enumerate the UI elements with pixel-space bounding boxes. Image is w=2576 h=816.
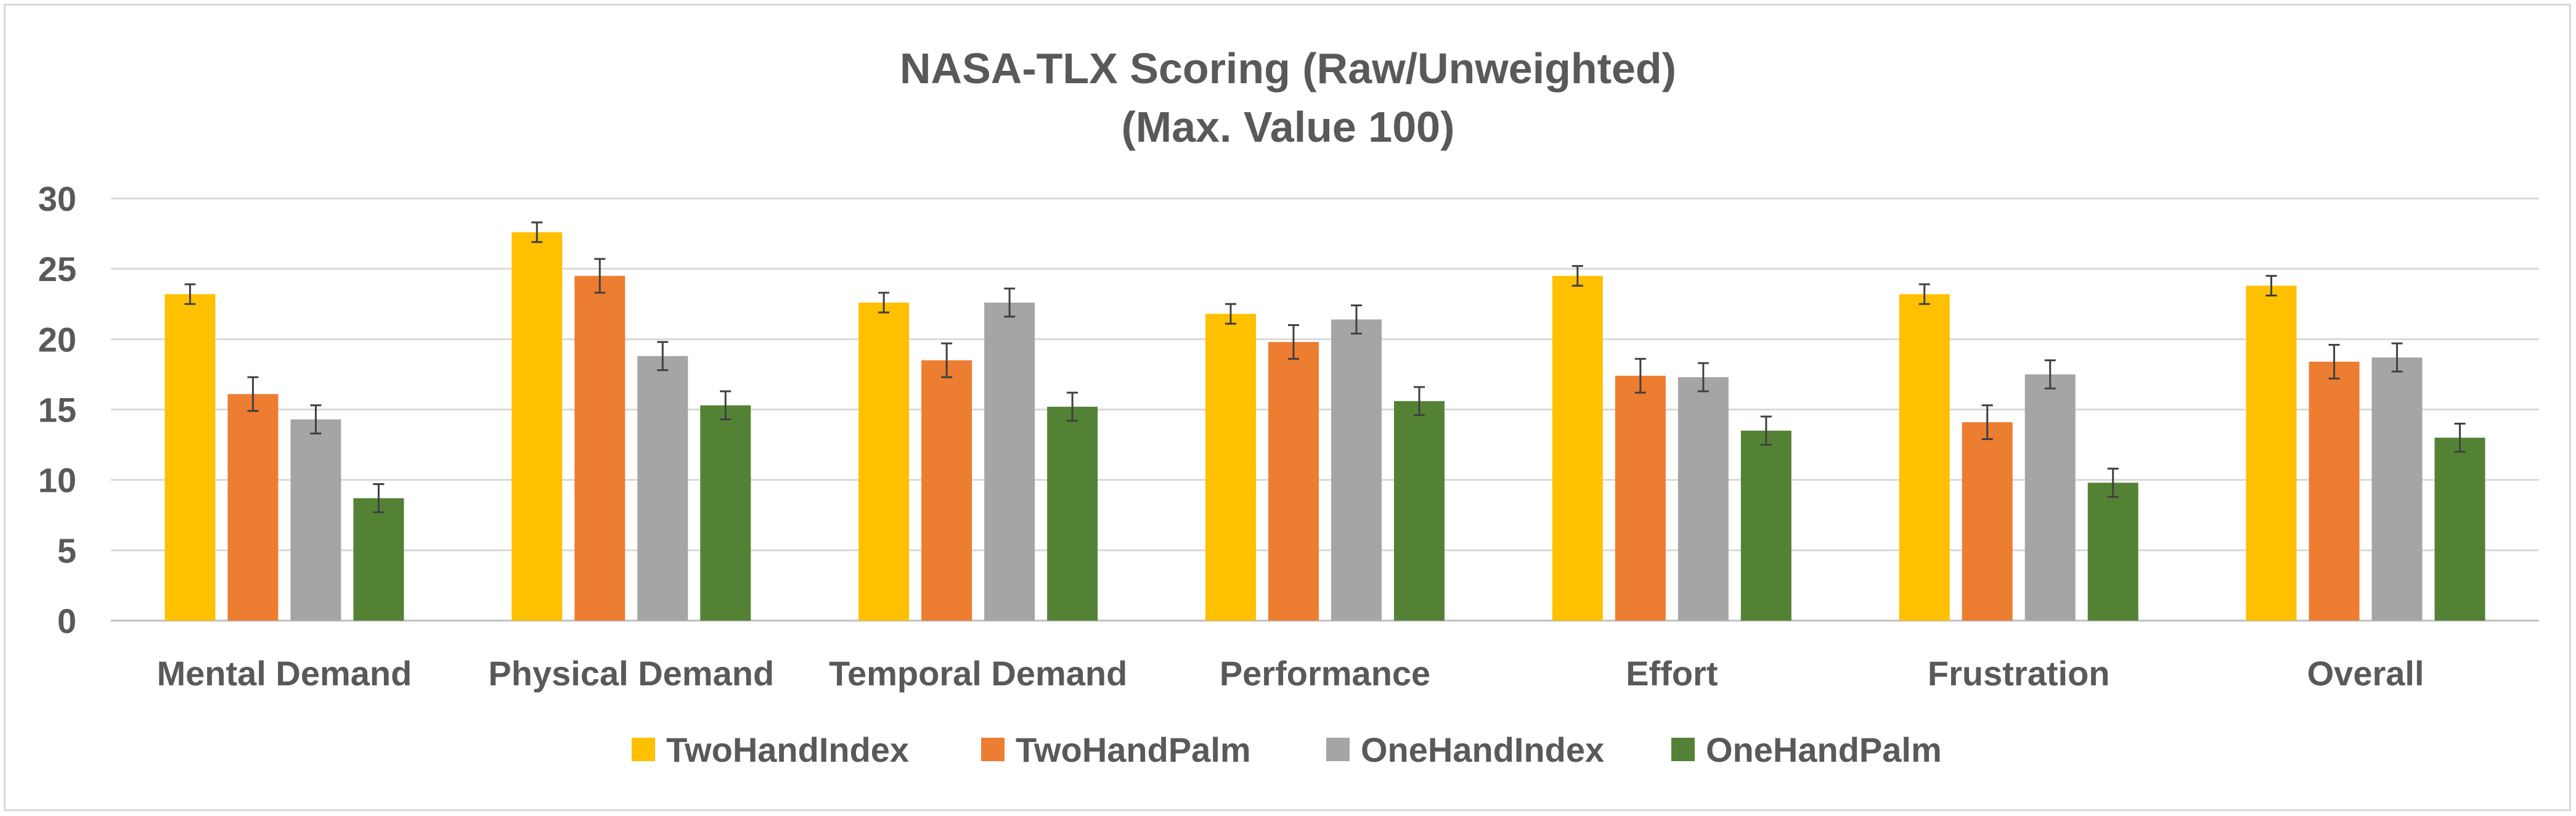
legend-swatch <box>1326 738 1350 761</box>
bar-OneHandPalm-3 <box>1394 401 1445 621</box>
x-category-label: Overall <box>2307 654 2424 693</box>
error-bar-OneHandPalm-0 <box>373 483 385 513</box>
x-category-label: Physical Demand <box>488 654 774 693</box>
bar-TwoHandPalm-1 <box>574 275 626 621</box>
x-category-label: Effort <box>1626 654 1718 693</box>
bar-TwoHandPalm-5 <box>1962 422 2013 621</box>
bar-OneHandPalm-5 <box>2087 483 2138 621</box>
legend-swatch <box>1671 738 1695 761</box>
chart-title: NASA-TLX Scoring (Raw/Unweighted) (Max. … <box>900 44 1676 151</box>
bar-TwoHandIndex-1 <box>512 232 563 621</box>
error-bar-TwoHandIndex-6 <box>2265 275 2277 297</box>
error-bar-OneHandPalm-6 <box>2454 422 2466 453</box>
x-axis: Mental Demand Physical Demand Temporal Dem… <box>157 654 2424 693</box>
chart-title-line-1: NASA-TLX Scoring (Raw/Unweighted) <box>900 44 1676 92</box>
error-bar-TwoHandIndex-4 <box>1571 265 1583 287</box>
error-bar-OneHandPalm-1 <box>720 390 732 420</box>
error-bar-TwoHandPalm-2 <box>941 342 953 378</box>
y-tick-label: 30 <box>38 179 76 218</box>
legend-item-OneHandIndex: OneHandIndex <box>1326 730 1604 769</box>
bar-OneHandPalm-4 <box>1740 430 1791 621</box>
bar-OneHandIndex-5 <box>2024 374 2076 621</box>
x-category-label: Temporal Demand <box>829 654 1127 693</box>
bar-TwoHandPalm-0 <box>227 394 279 621</box>
bar-OneHandPalm-6 <box>2434 438 2485 621</box>
error-bar-TwoHandIndex-1 <box>531 221 543 243</box>
y-tick-label: 10 <box>38 461 76 500</box>
y-tick-label: 25 <box>38 250 76 288</box>
error-bar-OneHandIndex-3 <box>1351 304 1362 335</box>
error-bars <box>184 221 2466 513</box>
error-bar-TwoHandIndex-5 <box>1918 283 1930 305</box>
bar-TwoHandIndex-3 <box>1205 314 1256 621</box>
bar-OneHandIndex-6 <box>2371 357 2423 621</box>
bar-OneHandIndex-1 <box>637 356 688 621</box>
error-bar-OneHandIndex-1 <box>657 341 669 372</box>
y-tick-label: 5 <box>57 531 76 570</box>
legend-swatch <box>632 738 655 761</box>
bar-TwoHandPalm-4 <box>1615 375 1666 621</box>
error-bar-TwoHandPalm-6 <box>2328 343 2340 380</box>
x-category-label: Frustration <box>1928 654 2110 693</box>
x-category-label: Performance <box>1220 654 1430 693</box>
bars <box>165 232 2485 621</box>
legend-swatch <box>981 738 1005 761</box>
error-bar-OneHandPalm-2 <box>1067 391 1078 422</box>
error-bar-OneHandIndex-4 <box>1697 362 1709 393</box>
error-bar-OneHandIndex-0 <box>310 404 322 435</box>
error-bar-TwoHandPalm-5 <box>1981 404 1993 440</box>
error-bar-OneHandPalm-3 <box>1414 386 1425 417</box>
bar-TwoHandPalm-2 <box>921 360 972 621</box>
error-bar-TwoHandIndex-3 <box>1225 303 1236 325</box>
y-tick-label: 0 <box>57 602 76 640</box>
bar-OneHandIndex-3 <box>1331 319 1382 621</box>
error-bar-OneHandIndex-6 <box>2391 342 2403 373</box>
error-bar-OneHandIndex-2 <box>1004 287 1016 318</box>
bar-TwoHandIndex-2 <box>858 302 910 621</box>
bar-TwoHandIndex-5 <box>1899 294 1950 621</box>
legend-label: OneHandPalm <box>1706 730 1942 769</box>
bar-TwoHandPalm-6 <box>2309 361 2360 621</box>
error-bar-TwoHandPalm-0 <box>247 376 259 412</box>
bar-TwoHandIndex-4 <box>1552 275 1603 621</box>
legend-label: TwoHandIndex <box>666 730 909 769</box>
legend-item-OneHandPalm: OneHandPalm <box>1671 730 1942 769</box>
x-category-label: Mental Demand <box>157 654 412 693</box>
bar-OneHandIndex-4 <box>1677 377 1729 621</box>
bar-TwoHandPalm-3 <box>1268 341 1319 621</box>
error-bar-TwoHandPalm-3 <box>1288 324 1299 360</box>
legend-item-TwoHandPalm: TwoHandPalm <box>981 730 1251 769</box>
error-bar-TwoHandPalm-1 <box>594 258 606 294</box>
bar-TwoHandIndex-0 <box>165 294 216 621</box>
y-axis: 0 5 10 15 20 25 30 <box>38 179 76 640</box>
y-tick-label: 15 <box>38 391 76 430</box>
error-bar-OneHandPalm-4 <box>1760 415 1772 446</box>
legend-item-TwoHandIndex: TwoHandIndex <box>632 730 909 769</box>
bar-OneHandPalm-0 <box>353 498 404 621</box>
error-bar-OneHandIndex-5 <box>2044 359 2056 390</box>
bar-OneHandPalm-1 <box>700 405 751 621</box>
bar-OneHandPalm-2 <box>1047 406 1098 621</box>
bar-OneHandIndex-2 <box>984 302 1035 621</box>
bar-TwoHandIndex-6 <box>2246 285 2297 621</box>
error-bar-TwoHandIndex-0 <box>184 283 196 305</box>
y-tick-label: 20 <box>38 320 76 359</box>
error-bar-TwoHandPalm-4 <box>1634 357 1646 394</box>
legend: TwoHandIndex TwoHandPalm OneHandIndex OneHa… <box>632 730 1942 769</box>
error-bar-TwoHandIndex-2 <box>878 292 890 314</box>
error-bar-OneHandPalm-5 <box>2107 467 2119 498</box>
legend-label: OneHandIndex <box>1361 730 1604 769</box>
chart-title-line-2: (Max. Value 100) <box>1122 103 1455 151</box>
bar-OneHandIndex-0 <box>290 419 341 621</box>
gridlines <box>111 197 2539 622</box>
legend-label: TwoHandPalm <box>1016 730 1251 769</box>
